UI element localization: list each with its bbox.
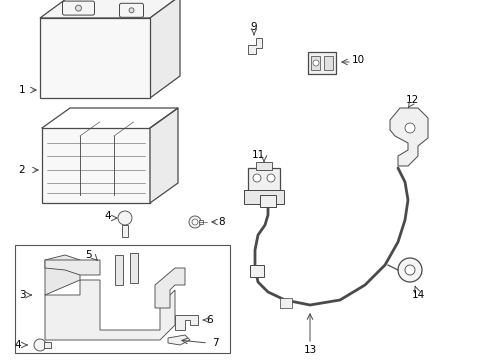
Bar [199,220,203,224]
Polygon shape [389,108,427,166]
Polygon shape [45,260,100,275]
Bar [307,52,335,74]
Bar [44,342,51,348]
Text: 7: 7 [212,338,218,348]
Polygon shape [130,253,138,283]
Text: 12: 12 [405,95,418,105]
Bar [310,56,319,70]
Circle shape [129,8,134,13]
FancyBboxPatch shape [62,1,94,15]
Polygon shape [247,38,262,54]
Polygon shape [150,108,178,203]
Circle shape [75,5,81,11]
Text: 3: 3 [19,290,25,300]
Circle shape [252,174,261,182]
Text: 5: 5 [84,250,91,260]
Polygon shape [168,335,190,345]
Polygon shape [40,0,180,18]
Polygon shape [40,18,150,98]
Text: 13: 13 [303,345,316,355]
Text: 6: 6 [206,315,213,325]
Circle shape [266,174,274,182]
Text: 14: 14 [410,290,424,300]
Text: 8: 8 [218,217,224,227]
Circle shape [189,216,201,228]
Text: 10: 10 [351,55,365,65]
Circle shape [34,339,46,351]
Bar [280,298,291,308]
Polygon shape [175,315,198,330]
Circle shape [404,123,414,133]
Text: 4: 4 [15,340,21,350]
Circle shape [118,211,132,225]
Text: 4: 4 [104,211,111,221]
Polygon shape [45,255,80,295]
Bar [260,195,275,207]
Text: 11: 11 [251,150,264,160]
Circle shape [404,265,414,275]
Polygon shape [150,0,180,98]
Text: 1: 1 [19,85,25,95]
Bar [15,245,229,353]
Text: 2: 2 [19,165,25,175]
Circle shape [312,60,318,66]
Text: 9: 9 [250,22,257,32]
FancyBboxPatch shape [119,3,143,17]
Bar [244,190,284,204]
Circle shape [397,258,421,282]
Bar [249,265,264,277]
Bar [256,162,271,170]
Bar [324,56,332,70]
Bar [247,168,280,196]
Polygon shape [155,268,184,308]
Polygon shape [115,255,123,285]
Bar [42,128,150,203]
Polygon shape [45,280,175,340]
Bar [122,225,128,237]
